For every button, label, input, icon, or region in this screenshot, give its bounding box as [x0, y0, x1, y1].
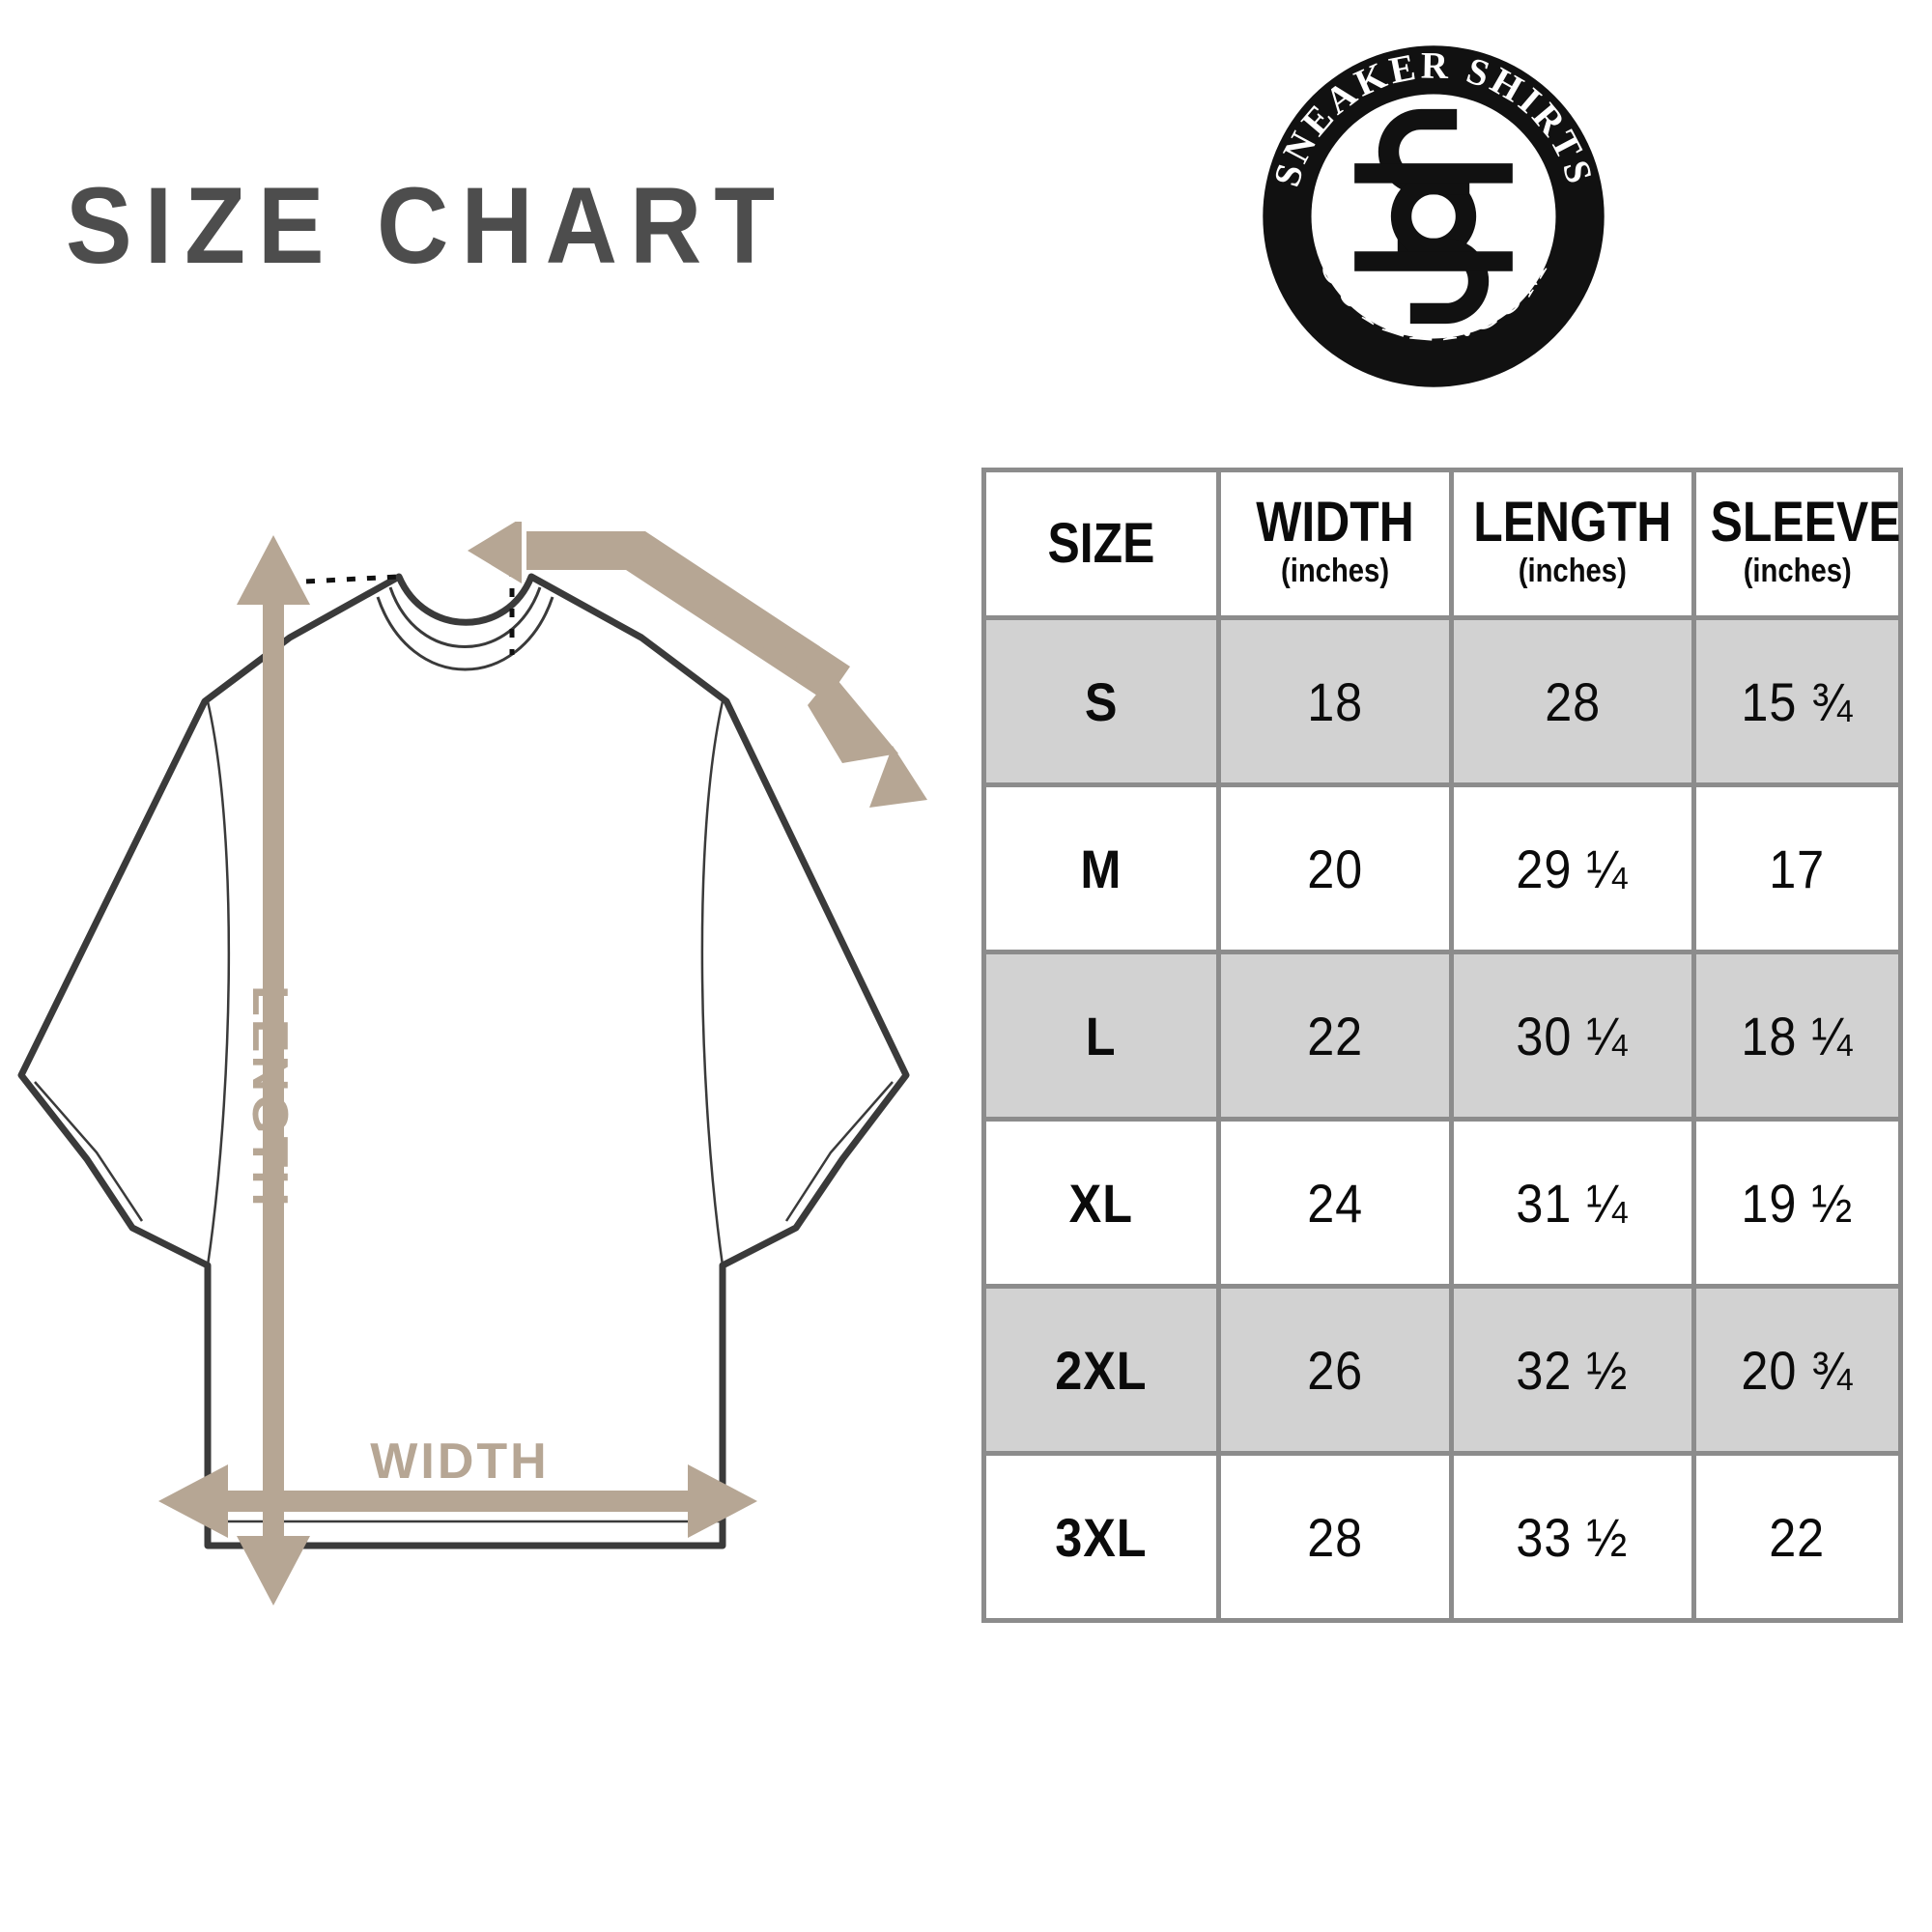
size-label: L: [1086, 1005, 1117, 1066]
measure-value: 32 ½: [1516, 1339, 1629, 1401]
measure-value: 19 ½: [1741, 1172, 1854, 1234]
measure-value: 24: [1307, 1172, 1363, 1234]
cell-size: M: [981, 782, 1221, 954]
cell-sleeve: 22: [1690, 1451, 1903, 1623]
column-header-sleeve: SLEEVE (inches): [1690, 468, 1903, 620]
measure-value: 17: [1769, 838, 1826, 899]
column-header-title: LENGTH: [1473, 491, 1672, 554]
measure-value: 31 ¼: [1516, 1172, 1629, 1234]
column-header-title: SLEEVE: [1710, 491, 1900, 554]
logo-monogram-ss: [1354, 108, 1513, 325]
logo-inner-disc: [1311, 94, 1556, 339]
measure-value: 22: [1307, 1005, 1363, 1066]
tshirt-diagram-svg: SLEEVE WIDTH LENGTH: [17, 522, 927, 1605]
size-label: 3XL: [1055, 1506, 1148, 1568]
column-header-size: SIZE: [981, 468, 1221, 620]
cell-width: 24: [1215, 1117, 1454, 1289]
table-row: L 22 30 ¼ 18 ¼: [981, 950, 1903, 1122]
table-header-row: SIZE WIDTH (inches) LENGTH (inches) SLEEVE (in…: [981, 468, 1903, 620]
collar-inner-line-1: [388, 586, 542, 648]
column-header-length: LENGTH (inches): [1448, 468, 1696, 620]
cell-sleeve: 18 ¼: [1690, 950, 1903, 1122]
column-header-unit: (inches): [1743, 553, 1852, 590]
cell-size: XL: [981, 1117, 1221, 1289]
measure-value: 30 ¼: [1516, 1005, 1629, 1066]
cell-sleeve: 20 ¾: [1690, 1284, 1903, 1456]
measure-value: 18 ¼: [1741, 1005, 1854, 1066]
cell-width: 18: [1215, 615, 1454, 787]
size-label: M: [1080, 838, 1122, 899]
measure-value: 28: [1544, 670, 1601, 732]
tshirt-measurement-diagram: SLEEVE WIDTH LENGTH: [0, 522, 927, 1623]
measure-value: 28: [1307, 1506, 1363, 1568]
cell-sleeve: 17: [1690, 782, 1903, 954]
length-label: LENGTH: [242, 985, 298, 1209]
cell-sleeve: 19 ½: [1690, 1117, 1903, 1289]
cell-width: 26: [1215, 1284, 1454, 1456]
column-header-unit: (inches): [1518, 553, 1627, 590]
page-title: SIZE CHART: [66, 165, 788, 286]
table-row: XL 24 31 ¼ 19 ½: [981, 1117, 1903, 1289]
width-label: WIDTH: [370, 1434, 549, 1490]
collar-inner-line-2: [376, 596, 554, 671]
tshirt-body-path: [17, 573, 910, 1549]
tshirt-outline: [17, 573, 910, 1549]
size-label: 2XL: [1055, 1339, 1148, 1401]
measure-value: 15 ¾: [1741, 670, 1854, 732]
table-row: S 18 28 15 ¾: [981, 615, 1903, 787]
cell-length: 28: [1448, 615, 1696, 787]
cell-sleeve: 15 ¾: [1690, 615, 1903, 787]
size-chart-table: SIZE WIDTH (inches) LENGTH (inches) SLEEVE (in…: [981, 468, 1903, 1623]
cell-size: S: [981, 615, 1221, 787]
column-header-title: SIZE: [1047, 511, 1155, 575]
table-row: 2XL 26 32 ½ 20 ¾: [981, 1284, 1903, 1456]
left-shoulder-seam: [206, 700, 231, 1266]
length-arrow: [237, 535, 310, 1605]
cell-length: 33 ½: [1448, 1451, 1696, 1623]
sleeve-arrow: [468, 522, 927, 808]
cell-width: 28: [1215, 1451, 1454, 1623]
brand-logo: SNEAKER SHIRTS OUTLET.COM: [1254, 37, 1613, 396]
cell-size: 3XL: [981, 1451, 1221, 1623]
measure-value: 20 ¾: [1741, 1339, 1854, 1401]
measure-value: 26: [1307, 1339, 1363, 1401]
right-shoulder-seam: [700, 700, 724, 1266]
size-label: S: [1084, 670, 1119, 732]
cell-length: 30 ¼: [1448, 950, 1696, 1122]
table-row: M 20 29 ¼ 17: [981, 782, 1903, 954]
cell-size: L: [981, 950, 1221, 1122]
cell-width: 20: [1215, 782, 1454, 954]
size-chart-table-container: SIZE WIDTH (inches) LENGTH (inches) SLEEVE (in…: [981, 468, 1903, 1623]
right-cuff-hem: [784, 1081, 894, 1222]
measure-value: 29 ¼: [1516, 838, 1629, 899]
sleeve-guide-dotted-left: [285, 574, 399, 585]
measure-value: 18: [1307, 670, 1363, 732]
column-header-unit: (inches): [1280, 553, 1390, 590]
table-row: 3XL 28 33 ½ 22: [981, 1451, 1903, 1623]
cell-width: 22: [1215, 950, 1454, 1122]
measure-value: 33 ½: [1516, 1506, 1629, 1568]
brand-logo-svg: SNEAKER SHIRTS OUTLET.COM: [1257, 40, 1610, 393]
column-header-width: WIDTH (inches): [1215, 468, 1454, 620]
measure-value: 22: [1769, 1506, 1826, 1568]
column-header-title: WIDTH: [1256, 491, 1414, 554]
cell-size: 2XL: [981, 1284, 1221, 1456]
measure-value: 20: [1307, 838, 1363, 899]
width-arrow: [158, 1464, 757, 1538]
left-cuff-hem: [34, 1081, 144, 1222]
size-label: XL: [1068, 1172, 1134, 1234]
cell-length: 32 ½: [1448, 1284, 1696, 1456]
cell-length: 31 ¼: [1448, 1117, 1696, 1289]
cell-length: 29 ¼: [1448, 782, 1696, 954]
